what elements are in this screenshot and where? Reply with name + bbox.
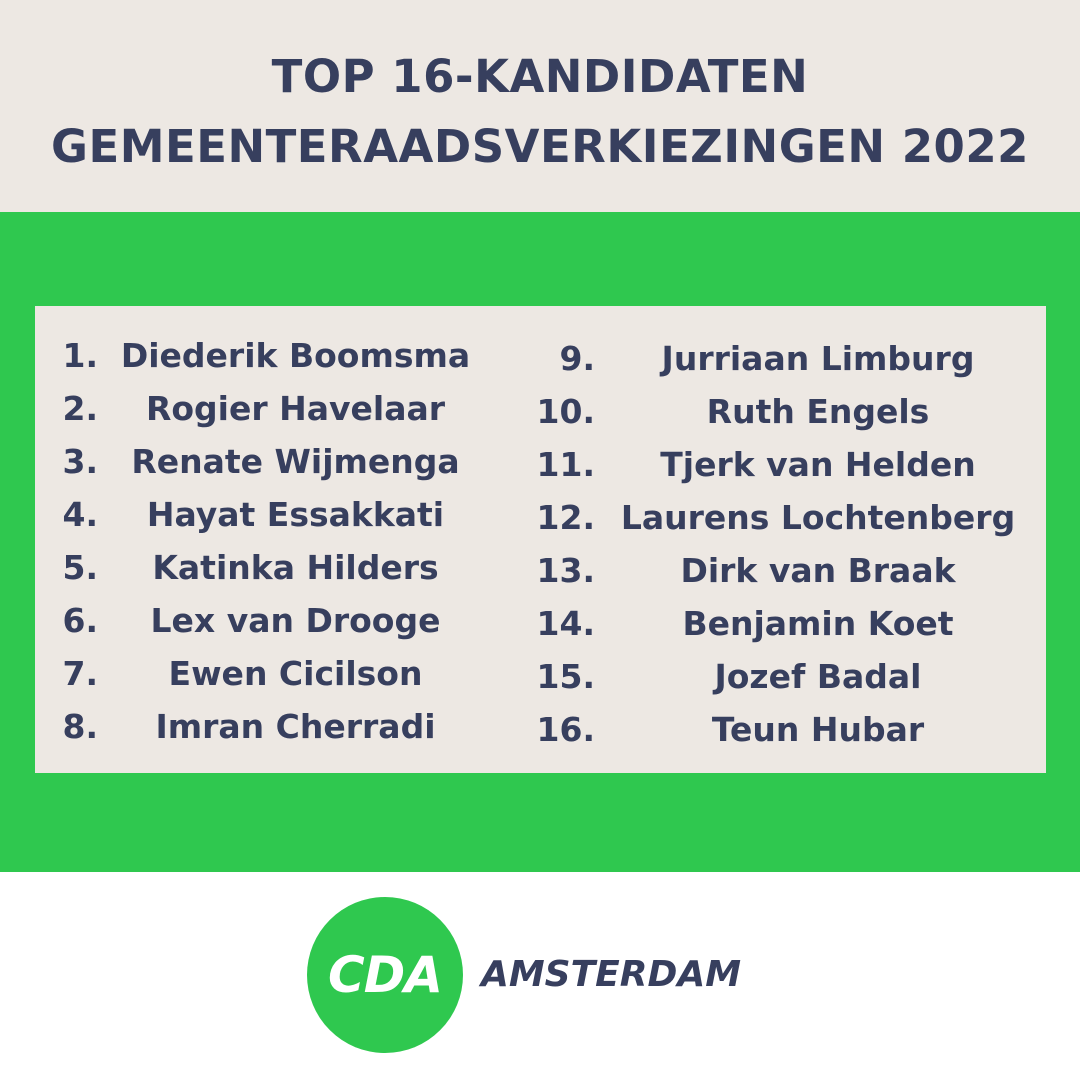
candidate-number: 10.	[536, 392, 595, 431]
candidate-name: Katinka Hilders	[152, 548, 439, 587]
candidate-number: 3.	[62, 442, 99, 481]
candidate-number: 12.	[536, 498, 595, 537]
candidate-number: 4.	[62, 495, 99, 534]
candidate-name: Tjerk van Helden	[660, 445, 976, 484]
candidate-name: Imran Cherradi	[155, 707, 436, 746]
logo-mark: CDA	[328, 946, 443, 1004]
candidate-name: Lex van Drooge	[150, 601, 441, 640]
logo-city: AMSTERDAM	[481, 954, 742, 995]
candidate-number: 5.	[62, 548, 99, 587]
candidate-number: 8.	[62, 707, 99, 746]
candidate-name: Rogier Havelaar	[145, 389, 446, 428]
footer	[0, 872, 1080, 1080]
candidate-number: 6.	[62, 601, 99, 640]
title-line-1: TOP 16-KANDIDATEN	[271, 50, 809, 103]
candidate-number: 14.	[536, 604, 595, 643]
header: TOP 16-KANDIDATEN GEMEENTERAADSVERKIEZIN…	[0, 0, 1080, 212]
candidate-name: Diederik Boomsma	[120, 336, 471, 375]
candidate-number: 7.	[62, 654, 99, 693]
candidate-name: Dirk van Braak	[680, 551, 956, 590]
candidate-number: 2.	[62, 389, 99, 428]
cda-logo: CDA	[307, 897, 463, 1053]
candidate-number: 13.	[536, 551, 595, 590]
candidate-name: Jurriaan Limburg	[661, 339, 975, 378]
title-line-2: GEMEENTERAADSVERKIEZINGEN 2022	[51, 120, 1029, 173]
candidate-name: Ewen Cicilson	[168, 654, 423, 693]
candidate-name: Renate Wijmenga	[131, 442, 460, 481]
candidate-number: 1.	[62, 336, 99, 375]
candidate-name: Laurens Lochtenberg	[620, 498, 1016, 537]
candidate-panel: 1. Diederik Boomsma 2. Rogier Havelaar 3…	[35, 306, 1046, 773]
candidate-number: 11.	[536, 445, 595, 484]
candidate-name: Benjamin Koet	[682, 604, 954, 643]
candidate-name: Jozef Badal	[714, 657, 922, 696]
candidate-name: Hayat Essakkati	[146, 495, 445, 534]
candidate-number: 9.	[559, 339, 596, 378]
candidate-name: Ruth Engels	[706, 392, 930, 431]
candidate-number: 16.	[536, 710, 595, 749]
candidate-name: Teun Hubar	[711, 710, 925, 749]
candidate-number: 15.	[536, 657, 595, 696]
